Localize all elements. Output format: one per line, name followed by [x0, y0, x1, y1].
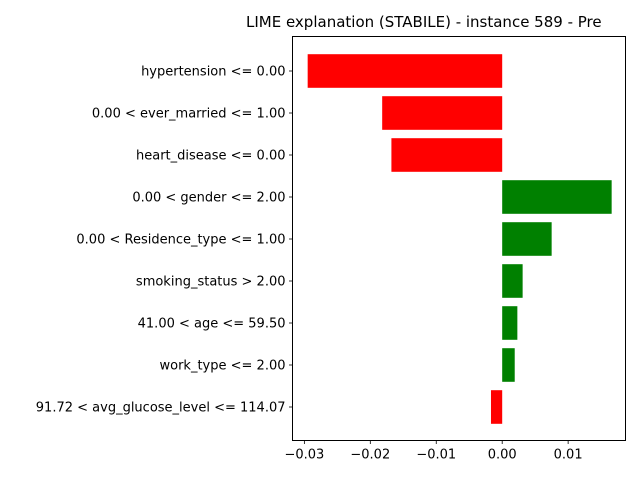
y-tick-label: work_type <= 2.00 [160, 359, 286, 374]
y-tick-label: 0.00 < ever_married <= 1.00 [92, 107, 286, 122]
bar [502, 222, 552, 256]
bar [502, 264, 523, 298]
plot-frame [292, 36, 626, 441]
y-tick-label: smoking_status > 2.00 [136, 275, 286, 290]
x-axis: −0.03 −0.02 −0.01 0.00 0.01 [284, 440, 583, 463]
y-tick-label: 0.00 < Residence_type <= 1.00 [76, 233, 285, 248]
bar [502, 348, 515, 382]
bar [490, 390, 503, 424]
bar [382, 96, 503, 130]
bar [307, 54, 503, 88]
bars-group [307, 54, 612, 424]
chart-title: LIME explanation (STABILE) - instance 58… [246, 13, 602, 31]
bar [391, 138, 503, 172]
y-tick-label: 91.72 < avg_glucose_level <= 114.07 [36, 401, 286, 416]
x-tick-label: 0.00 [488, 448, 517, 463]
bar [502, 180, 612, 214]
y-tick-label: 41.00 < age <= 59.50 [138, 317, 286, 332]
bar [502, 306, 518, 340]
y-tick-label: heart_disease <= 0.00 [136, 149, 286, 164]
y-tick-labels: hypertension <= 0.00 0.00 < ever_married … [36, 65, 293, 416]
y-tick-label: 0.00 < gender <= 2.00 [132, 191, 285, 206]
x-tick-label: 0.01 [554, 448, 583, 463]
x-tick-label: −0.02 [350, 448, 390, 463]
x-tick-label: −0.01 [416, 448, 456, 463]
y-tick-label: hypertension <= 0.00 [141, 65, 285, 80]
x-tick-label: −0.03 [284, 448, 324, 463]
